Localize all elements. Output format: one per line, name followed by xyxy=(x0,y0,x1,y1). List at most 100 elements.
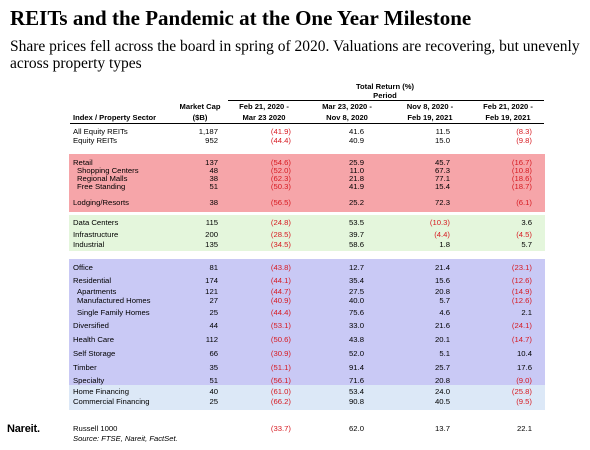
cell-cap: 200 xyxy=(205,229,218,239)
group-header: Total Return (%) xyxy=(355,82,415,91)
cell-p2: 33.0 xyxy=(349,321,364,330)
cell-p4: (9.0) xyxy=(516,376,532,385)
cell-p3: (4.4) xyxy=(434,229,450,239)
cell-p1: (44.4) xyxy=(270,308,291,317)
row-label: Industrial xyxy=(73,239,105,249)
row-label: Residential xyxy=(73,276,112,285)
cell-p4: (4.5) xyxy=(516,229,532,239)
row-label: Office xyxy=(73,262,93,272)
cell-cap: 38 xyxy=(209,198,218,207)
row-label: Health Care xyxy=(73,335,115,344)
cell-p3: 4.6 xyxy=(439,308,450,317)
cell-p1: (34.5) xyxy=(270,239,291,249)
cell-p3: 20.8 xyxy=(435,376,450,385)
band-other xyxy=(69,259,545,385)
cell-p1: (56.5) xyxy=(270,198,291,207)
col-header-p1-l1: Feb 21, 2020 - xyxy=(239,102,289,111)
cell-p1: (66.2) xyxy=(270,397,291,406)
row-label: Equity REITs xyxy=(73,135,118,145)
row-label: Home Financing xyxy=(73,386,129,396)
cell-cap: 35 xyxy=(209,362,218,372)
row-label: Russell 1000 xyxy=(73,424,118,433)
cell-p4: (9.5) xyxy=(516,397,532,406)
col-header-cap-l2: ($B) xyxy=(192,113,208,122)
cell-p3: 45.7 xyxy=(435,157,450,167)
cell-p4: (24.1) xyxy=(511,321,532,330)
cell-cap: 66 xyxy=(209,349,218,358)
col-header-p2-l2: Nov 8, 2020 xyxy=(326,113,368,122)
cell-p4: 22.1 xyxy=(517,424,532,433)
cell-p1: (44.1) xyxy=(270,276,291,285)
cell-p1: (56.1) xyxy=(270,376,291,385)
col-header-p4-l1: Feb 21, 2020 - xyxy=(483,102,533,111)
cell-p2: 43.8 xyxy=(349,335,364,344)
cell-cap: 81 xyxy=(209,262,218,272)
row-label: Single Family Homes xyxy=(77,308,150,317)
cell-p4: (14.7) xyxy=(511,335,532,344)
cell-p3: 25.7 xyxy=(435,362,450,372)
col-header-cap-l1: Market Cap xyxy=(179,102,221,111)
cell-cap: 51 xyxy=(209,376,218,385)
cell-p4: 2.1 xyxy=(521,308,532,317)
source-note: Source: FTSE, Nareit, FactSet. xyxy=(73,434,178,443)
cell-p3: 15.0 xyxy=(435,135,450,145)
cell-p4: 10.4 xyxy=(517,349,532,358)
page-title: REITs and the Pandemic at the One Year M… xyxy=(10,6,472,30)
cell-p3: 24.0 xyxy=(435,386,450,396)
cell-p2: 90.8 xyxy=(349,397,364,406)
row-label: Infrastructure xyxy=(73,229,119,239)
cell-cap: 51 xyxy=(209,181,218,191)
cell-p1: (54.6) xyxy=(270,157,291,167)
cell-p2: 21.8 xyxy=(349,173,364,183)
cell-cap: 115 xyxy=(205,218,218,227)
cell-cap: 112 xyxy=(205,335,218,344)
cell-p1: (28.5) xyxy=(270,229,291,239)
row-label: Manufactured Homes xyxy=(77,296,151,305)
header-rule-bottom xyxy=(70,123,544,124)
cell-cap: 174 xyxy=(205,276,218,285)
cell-p2: 25.9 xyxy=(349,157,364,167)
cell-p1: (43.8) xyxy=(270,262,291,272)
row-label: Specialty xyxy=(73,376,105,385)
cell-p2: 27.5 xyxy=(349,286,364,296)
cell-p3: 15.6 xyxy=(435,276,450,285)
row-label: Diversified xyxy=(73,321,109,330)
cell-p4: (18.7) xyxy=(511,181,532,191)
cell-p2: 52.0 xyxy=(349,349,364,358)
cell-p4: (9.8) xyxy=(516,135,532,145)
cell-p4: (10.8) xyxy=(511,165,532,175)
cell-p3: 40.5 xyxy=(435,397,450,406)
cell-cap: 40 xyxy=(209,386,218,396)
group-subheader: Period xyxy=(373,91,397,100)
cell-p2: 40.0 xyxy=(349,296,364,305)
row-label: Lodging/Resorts xyxy=(73,198,129,207)
cell-p1: (62.3) xyxy=(270,173,291,183)
row-label: Apartments xyxy=(77,286,117,296)
band-financing xyxy=(69,385,545,410)
cell-p2: 41.9 xyxy=(349,181,364,191)
cell-p2: 11.0 xyxy=(349,165,364,175)
cell-p1: (52.0) xyxy=(270,165,291,175)
cell-cap: 25 xyxy=(209,397,218,406)
cell-p1: (33.7) xyxy=(270,424,291,433)
cell-p2: 71.6 xyxy=(349,376,364,385)
cell-p2: 62.0 xyxy=(349,424,364,433)
cell-p1: (44.7) xyxy=(270,286,291,296)
cell-cap: 27 xyxy=(209,296,218,305)
nareit-logo: Nareit. xyxy=(7,423,40,435)
cell-p4: (23.1) xyxy=(511,262,532,272)
row-label: Retail xyxy=(73,157,93,167)
cell-p3: (10.3) xyxy=(429,218,450,227)
cell-cap: 25 xyxy=(209,308,218,317)
col-header-p1-l2: Mar 23 2020 xyxy=(242,113,286,122)
cell-cap: 1,187 xyxy=(198,127,218,136)
row-label: Data Centers xyxy=(73,218,119,227)
cell-p3: 20.1 xyxy=(435,335,450,344)
cell-p4: (6.1) xyxy=(516,198,532,207)
cell-p4: (18.6) xyxy=(511,173,532,183)
cell-cap: 135 xyxy=(205,239,218,249)
cell-p1: (61.0) xyxy=(270,386,291,396)
cell-p4: (12.6) xyxy=(511,296,532,305)
cell-p3: 11.5 xyxy=(435,127,450,136)
col-header-sector: Index / Property Sector xyxy=(73,113,157,122)
